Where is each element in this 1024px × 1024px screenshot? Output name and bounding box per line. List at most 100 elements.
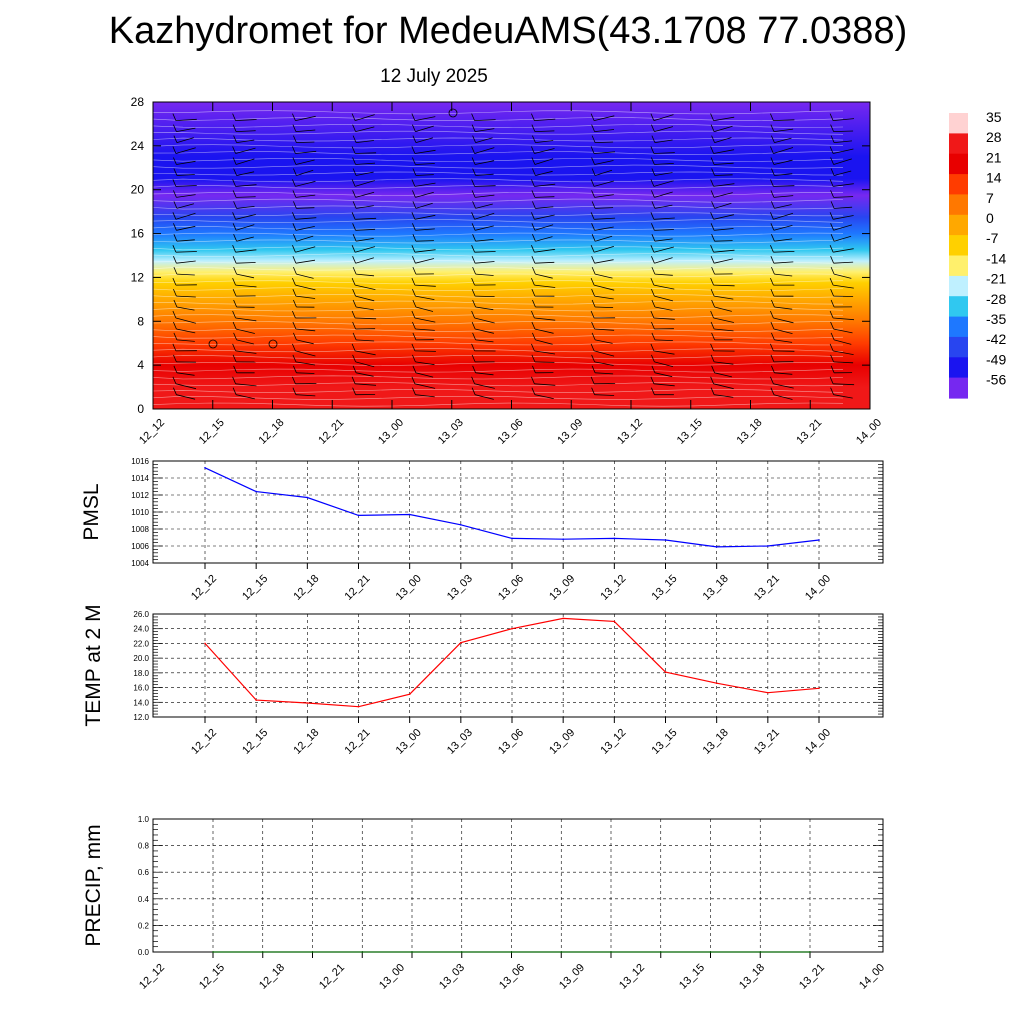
wind-barb xyxy=(175,317,197,324)
wind-barb xyxy=(415,328,435,331)
colorbar-segment xyxy=(949,336,968,358)
wind-barb-flag xyxy=(830,234,835,242)
wind-barb-flag xyxy=(233,365,237,373)
isotherm-line xyxy=(152,246,844,251)
wind-barb xyxy=(176,273,195,276)
wind-barb-flag xyxy=(232,245,236,253)
wind-barb xyxy=(176,194,196,198)
wind-barb-flag xyxy=(352,124,356,132)
wind-barb-flag xyxy=(591,354,595,363)
wind-barb-flag xyxy=(591,157,595,165)
wind-barb xyxy=(654,238,673,242)
wind-barb-flag xyxy=(292,354,297,363)
wind-barb-flag xyxy=(472,332,476,341)
x-tick-label: 12_18 xyxy=(291,727,321,757)
wind-barb-flag xyxy=(412,124,416,132)
wind-barb xyxy=(713,383,734,390)
wind-barb xyxy=(474,251,496,253)
wind-barb xyxy=(713,125,733,132)
pmsl-data-point xyxy=(460,524,462,526)
y-tick-label: 1010 xyxy=(131,508,149,517)
colorbar-label: 14 xyxy=(986,170,1002,186)
wind-barb xyxy=(535,339,553,345)
x-tick-label: 13_03 xyxy=(437,962,467,992)
wind-barb xyxy=(295,181,316,187)
y-tick-label: 1014 xyxy=(131,474,149,483)
x-tick-label: 12_15 xyxy=(240,573,270,603)
wind-barb xyxy=(594,394,615,396)
colorbar-segment xyxy=(949,296,968,318)
wind-barb-flag xyxy=(591,135,596,143)
temp2m-data-point xyxy=(460,641,462,644)
wind-barb xyxy=(654,306,673,311)
wind-barb-flag xyxy=(173,365,178,373)
wind-barb-flag xyxy=(471,212,475,220)
isotherms xyxy=(152,110,844,407)
wind-barb xyxy=(594,284,615,291)
wind-barb xyxy=(414,182,436,187)
wind-barb-flag xyxy=(829,179,834,187)
wind-barb xyxy=(414,383,436,389)
wind-barb xyxy=(475,339,494,343)
wind-barb-flag xyxy=(830,387,834,395)
wind-barb-flag xyxy=(710,310,714,319)
wind-barb xyxy=(414,317,436,323)
wind-barb xyxy=(713,249,735,253)
wind-barb-flag xyxy=(710,321,715,330)
wind-barb xyxy=(475,295,495,297)
x-tick-label: 13_12 xyxy=(617,962,647,992)
precip-axis-title: PRECIP, mm xyxy=(82,824,105,946)
wind-barb-flag xyxy=(710,343,714,352)
wind-barb xyxy=(475,128,495,132)
wind-barb-flag xyxy=(830,321,834,330)
y-tick-label: 20 xyxy=(131,183,145,197)
wind-barb xyxy=(415,202,433,209)
wind-barb xyxy=(714,192,733,198)
wind-barb-flag xyxy=(591,387,595,395)
wind-barb xyxy=(833,118,855,121)
wind-barb-flag xyxy=(771,168,775,176)
wind-barb-flag xyxy=(292,256,297,264)
wind-barb-flag xyxy=(830,332,835,341)
wind-barb-flag xyxy=(771,201,775,209)
wind-barb-flag xyxy=(233,135,237,143)
colorbar-segment xyxy=(949,194,968,216)
colorbar-label: 35 xyxy=(986,109,1002,125)
wind-barb xyxy=(176,239,195,242)
wind-barb-flag xyxy=(710,113,714,121)
isotherm-line xyxy=(152,123,844,128)
wind-barb-flag xyxy=(471,354,476,363)
precip-data-point xyxy=(709,951,712,953)
x-tick-label: 13_18 xyxy=(735,417,765,447)
wind-barb xyxy=(595,273,613,279)
wind-barb-flag xyxy=(172,376,177,384)
wind-barb xyxy=(594,160,614,165)
y-tick-label: 0.8 xyxy=(138,842,150,851)
wind-barb-flag xyxy=(651,365,656,373)
x-tick-label: 12_18 xyxy=(257,417,287,447)
colorbar-segment xyxy=(949,255,968,277)
wind-barb xyxy=(773,159,793,165)
wind-barb xyxy=(356,339,375,342)
wind-barb-flag xyxy=(710,223,715,231)
isotherm-line xyxy=(152,300,844,305)
colorbar-label: -28 xyxy=(986,291,1006,307)
wind-barb-flag xyxy=(532,201,536,209)
wind-barb-flag xyxy=(590,179,595,187)
wind-barb-flag xyxy=(771,299,775,308)
colorbar-segment xyxy=(949,113,968,134)
wind-barb-flag xyxy=(471,310,475,319)
wind-barb-flag xyxy=(351,277,356,286)
wind-barb-flag xyxy=(829,146,834,154)
colorbar-label: -49 xyxy=(986,351,1006,367)
wind-barb-flag xyxy=(232,212,236,220)
wind-barb-flag xyxy=(351,310,356,319)
wind-barb-flag xyxy=(531,223,536,231)
wind-barb xyxy=(774,238,793,242)
wind-barb-flag xyxy=(710,146,714,154)
x-tick-label: 13_15 xyxy=(675,417,705,447)
wind-barb xyxy=(295,150,317,154)
wind-barb xyxy=(595,207,614,209)
isotherm-line xyxy=(152,110,844,115)
wind-barb-flag xyxy=(471,157,476,165)
